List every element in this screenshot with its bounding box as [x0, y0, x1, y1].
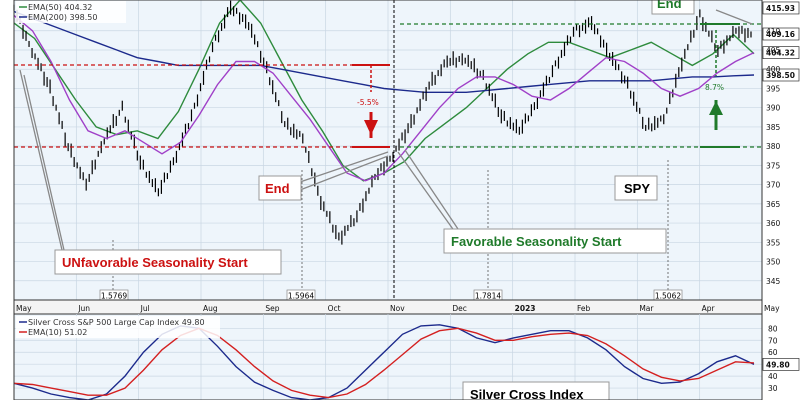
top-y-axis: 345 350 355 360 365 370 375 380 385 390 395 400 405 4…	[766, 27, 781, 286]
y-tick-label: 370	[766, 181, 781, 190]
y-tick-label: 80	[768, 324, 778, 333]
month-label: Mar	[639, 304, 654, 313]
month-label: Jul	[140, 304, 150, 313]
y-tick-label: 60	[768, 348, 778, 357]
price-tag: 415.93	[762, 1, 800, 15]
legend-ema10: EMA(10) 51.02	[28, 328, 87, 337]
pointer-label-4: 1.5062	[655, 292, 681, 301]
y-tick-label: 30	[768, 384, 778, 393]
y-tick-label: 405	[766, 46, 781, 55]
month-label: Sep	[265, 304, 279, 313]
pct-green-label: 8.7%	[705, 83, 724, 92]
green-up-arrow	[709, 101, 723, 115]
y-tick-label: 395	[766, 84, 781, 93]
price-tag: 398.50	[762, 68, 800, 82]
spy-price-bars	[13, 0, 752, 245]
y-tick-label: 350	[766, 258, 781, 267]
red-down-arrow	[364, 120, 378, 135]
bottom-price-tags: 49.80	[762, 358, 800, 371]
top-legend: EMA(50) 404.32 EMA(200) 398.50	[16, 1, 126, 23]
end-red-callout: End	[258, 175, 302, 201]
price-tag: 409.16	[762, 27, 800, 41]
month-label: Feb	[577, 304, 591, 313]
price-tag: 404.32	[762, 46, 800, 59]
price-tag-label: 398.50	[766, 71, 795, 80]
pct-red-label: -5.5%	[357, 98, 379, 107]
end-green-callout: End	[651, 0, 695, 15]
pointer-box-2: 1.5964	[286, 289, 316, 302]
y-tick-label: 375	[766, 161, 781, 170]
unfav-pointer-2	[19, 69, 63, 251]
month-label: May	[16, 304, 32, 313]
end-red-pointer-2	[299, 155, 389, 191]
month-axis: May Jun Jul Aug Sep Oct Nov Dec 2023 Feb Mar Apr May	[16, 304, 780, 313]
y-tick-label: 365	[766, 200, 781, 209]
pointer-label-1: 1.5769	[101, 292, 127, 301]
favorable-callout: Favorable Seasonality Start	[443, 228, 667, 254]
pointer-box-3: 1.7814	[473, 289, 503, 302]
legend-silver-cross: Silver Cross S&P 500 Large Cap Index 49.…	[28, 318, 205, 327]
price-tag-label: 415.93	[766, 4, 795, 13]
series-line	[13, 324, 755, 400]
unfavorable-callout: UNfavorable Seasonality Start	[54, 249, 282, 275]
y-tick-label: 70	[768, 336, 778, 345]
y-tick-label: 355	[766, 238, 781, 247]
unfav-pointer-1	[23, 74, 65, 251]
series-line	[13, 327, 755, 399]
end-red-pointer-1	[299, 151, 389, 183]
top-price-tags: 415.93 409.16 404.32 398.50	[762, 1, 800, 82]
month-label: May	[764, 304, 780, 313]
y-tick-label: 380	[766, 142, 781, 151]
month-label: 2023	[515, 304, 536, 313]
end-red-label: End	[265, 181, 290, 196]
unfavorable-label: UNfavorable Seasonality Start	[62, 255, 248, 270]
legend-ema50: EMA(50) 404.32	[28, 3, 92, 12]
legend-ema200: EMA(200) 398.50	[28, 13, 97, 22]
bottom-legend: Silver Cross S&P 500 Large Cap Index 49.…	[16, 316, 220, 338]
pointer-label-2: 1.5964	[288, 292, 314, 301]
y-tick-label: 400	[766, 65, 781, 74]
spy-callout: SPY	[614, 175, 658, 201]
pointer-label-3: 1.7814	[475, 292, 501, 301]
month-axis-bg	[14, 300, 762, 314]
price-tag-label: 409.16	[766, 30, 795, 39]
y-tick-label: 345	[766, 277, 781, 286]
y-tick-label: 410	[766, 27, 781, 36]
pointer-box-4: 1.5062	[653, 289, 683, 302]
silver-cross-label: Silver Cross Index	[470, 387, 584, 400]
fav-pointer-2	[404, 149, 461, 233]
month-label: Apr	[702, 304, 716, 313]
top-panel-series	[13, 0, 755, 245]
y-tick-label: 385	[766, 123, 781, 132]
month-label: Aug	[203, 304, 218, 313]
end-green-pointer	[715, 9, 753, 25]
chart-frame	[13, 0, 763, 400]
bottom-panel-series	[13, 324, 755, 400]
series-line	[13, 10, 755, 93]
price-tag: 49.80	[762, 358, 800, 371]
month-label: Jun	[77, 304, 90, 313]
spy-label: SPY	[624, 181, 650, 196]
series-line	[13, 14, 755, 182]
month-label: Dec	[452, 304, 467, 313]
month-label: Nov	[390, 304, 405, 313]
fav-pointer-1	[397, 151, 456, 233]
y-tick-label: 360	[766, 219, 781, 228]
end-green-label: End	[657, 0, 682, 11]
price-tag-label: 404.32	[766, 49, 795, 58]
y-tick-label: 390	[766, 104, 781, 113]
price-tag-label: 49.80	[766, 360, 790, 369]
month-label: Oct	[328, 304, 341, 313]
silver-cross-callout: Silver Cross Index	[462, 381, 610, 400]
pointer-box-1: 1.5769	[99, 289, 129, 302]
favorable-label: Favorable Seasonality Start	[451, 234, 622, 249]
y-tick-label: 40	[768, 372, 778, 381]
